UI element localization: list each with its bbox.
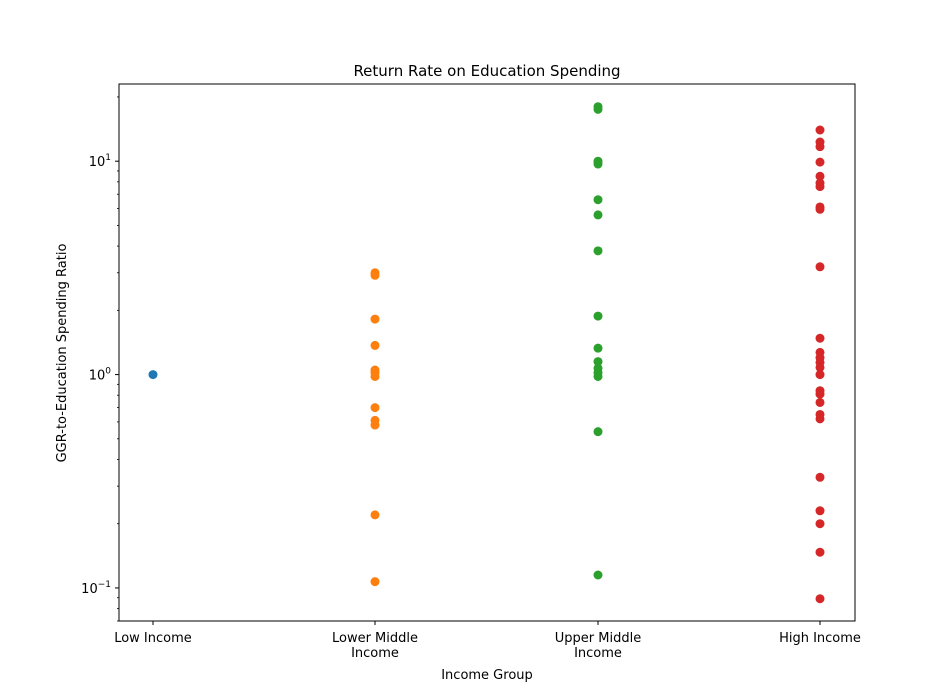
data-point <box>593 195 603 205</box>
x-axis-label: Income Group <box>441 668 533 683</box>
x-tick-label: Low Income <box>114 631 192 646</box>
data-point <box>593 343 603 353</box>
data-point <box>815 157 825 167</box>
x-tick-label: Upper Middle Income <box>555 631 641 661</box>
data-point <box>815 171 825 181</box>
data-point <box>593 570 603 580</box>
data-point <box>370 371 380 381</box>
data-point <box>370 340 380 350</box>
data-point <box>815 389 825 399</box>
data-point <box>815 362 825 372</box>
plot-area-frame <box>118 83 856 622</box>
x-axis: Low Income Lower Middle Income Upper Middle… <box>114 621 861 661</box>
data-point <box>815 182 825 192</box>
data-point <box>593 371 603 381</box>
x-tick-label: Lower Middle Income <box>332 631 418 661</box>
data-point <box>815 142 825 152</box>
data-point <box>815 397 825 407</box>
data-point <box>815 333 825 343</box>
data-point <box>815 370 825 380</box>
y-tick-label: 101 <box>89 153 111 170</box>
x-tick-label: High Income <box>779 631 861 646</box>
data-point <box>815 414 825 424</box>
y-axis: 10−1 100 101 <box>81 96 119 622</box>
data-point <box>370 314 380 324</box>
data-point <box>815 262 825 272</box>
data-point <box>815 125 825 135</box>
data-point <box>815 204 825 214</box>
data-point <box>815 547 825 557</box>
data-point <box>815 519 825 529</box>
data-point <box>593 246 603 256</box>
y-axis-label: GGR-to-Education Spending Ratio <box>55 244 70 463</box>
data-point <box>815 506 825 516</box>
data-point <box>370 270 380 280</box>
data-point <box>593 159 603 169</box>
data-point <box>370 577 380 587</box>
data-point <box>148 370 158 380</box>
data-point <box>815 472 825 482</box>
data-point <box>593 357 603 367</box>
data-point <box>370 510 380 520</box>
chart-title: Return Rate on Education Spending <box>353 62 620 80</box>
y-tick-label: 10−1 <box>81 580 111 597</box>
data-point <box>593 210 603 220</box>
data-point <box>593 311 603 321</box>
data-point <box>593 104 603 114</box>
y-tick-label: 100 <box>89 367 112 384</box>
data-point <box>593 427 603 437</box>
data-point <box>370 420 380 430</box>
data-point <box>815 594 825 604</box>
data-point <box>370 403 380 413</box>
points-layer <box>148 102 825 604</box>
